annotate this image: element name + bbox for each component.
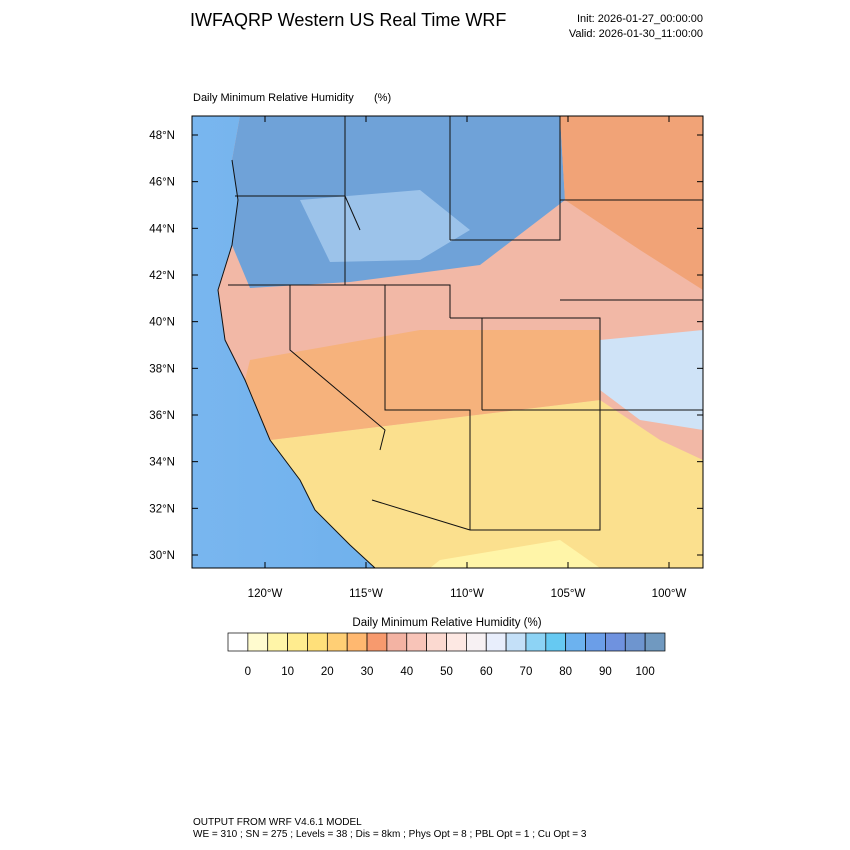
lat-label: 46°N: [149, 177, 175, 189]
colorbar-box: [624, 632, 646, 652]
footer-line1: OUTPUT FROM WRF V4.6.1 MODEL: [193, 817, 362, 828]
colorbar-title: Daily Minimum Relative Humidity (%): [352, 617, 541, 629]
lat-label: 32°N: [149, 503, 175, 515]
colorbar-box: [485, 632, 507, 652]
colorbar-label: 60: [480, 666, 493, 678]
colorbar-box: [346, 632, 368, 652]
north-patch: [300, 190, 470, 262]
colorbar-box: [267, 632, 288, 652]
lat-label: 44°N: [149, 223, 175, 235]
colorbar-label: 90: [599, 666, 612, 678]
lat-label: 48°N: [149, 130, 175, 142]
map-units: (%): [374, 92, 391, 104]
colorbar-label: 50: [440, 666, 453, 678]
colorbar-box: [227, 632, 249, 652]
lon-label: 120°W: [248, 588, 283, 600]
colorbar-box: [545, 632, 567, 652]
colorbar-box: [565, 632, 586, 652]
state-borders: [228, 116, 703, 531]
lon-label: 105°W: [551, 588, 586, 600]
colorbar-box: [307, 632, 328, 652]
valid-time: Valid: 2026-01-30_11:00:00: [569, 28, 703, 40]
colorbar-box: [466, 632, 487, 652]
footer-line2: WE = 310 ; SN = 275 ; Levels = 38 ; Dis …: [193, 829, 587, 840]
lat-label: 30°N: [149, 550, 175, 562]
lat-label: 38°N: [149, 363, 175, 375]
colorbar-label: 70: [520, 666, 533, 678]
colorbar-box: [446, 632, 467, 652]
lat-label: 36°N: [149, 410, 175, 422]
colorbar-label: 0: [245, 666, 251, 678]
colorbar-box: [247, 632, 269, 652]
lat-label: 34°N: [149, 457, 175, 469]
mexico-dry: [430, 540, 600, 568]
colorbar-label: 20: [321, 666, 334, 678]
init-time: Init: 2026-01-27_00:00:00: [577, 13, 703, 25]
title: IWFAQRP Western US Real Time WRF: [190, 10, 506, 30]
colorbar-box: [585, 632, 606, 652]
colorbar-label: 100: [636, 666, 655, 678]
colorbar-box: [644, 632, 666, 652]
colorbar-box: [406, 632, 427, 652]
colorbar-box: [426, 632, 447, 652]
colorbar-box: [287, 632, 308, 652]
colorbar-box: [605, 632, 626, 652]
colorbar-box: [386, 632, 408, 652]
map-frame: [191, 115, 704, 569]
colorbar-label: 10: [281, 666, 294, 678]
colorbar-box: [505, 632, 527, 652]
colorbar-box: [366, 632, 388, 652]
colorbar-label: 40: [400, 666, 413, 678]
coastline: [217, 159, 376, 568]
east-dry: [560, 116, 703, 290]
lon-label: 100°W: [652, 588, 687, 600]
lat-label: 42°N: [149, 270, 175, 282]
colorbar-box: [525, 632, 547, 652]
central-dry: [245, 330, 600, 440]
lat-label: 40°N: [149, 317, 175, 329]
colorbar-box: [326, 632, 348, 652]
map: [192, 116, 703, 568]
east-humid: [600, 330, 703, 430]
lon-label: 115°W: [349, 588, 383, 600]
south-dry: [270, 400, 703, 568]
colorbar-label: 80: [559, 666, 572, 678]
lon-label: 110°W: [450, 588, 484, 600]
colorbar-label: 30: [361, 666, 374, 678]
map-label: Daily Minimum Relative Humidity: [193, 92, 354, 104]
